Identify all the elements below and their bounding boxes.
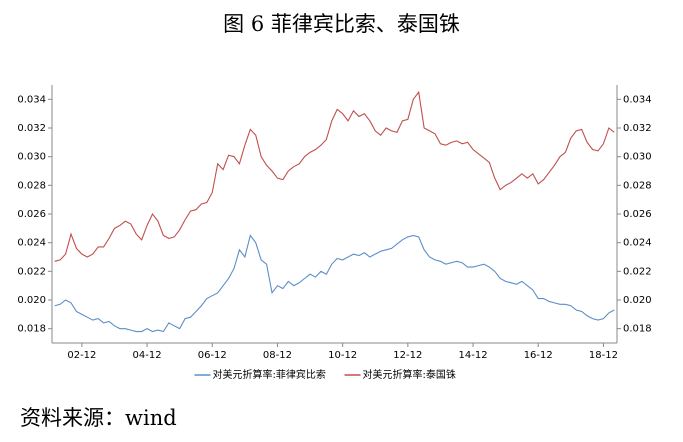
y2-tick-label: 0.022: [623, 266, 652, 277]
x-tick-label: 12-12: [393, 350, 422, 361]
y2-tick-label: 0.024: [623, 238, 652, 249]
x-tick-label: 10-12: [328, 350, 357, 361]
y2-tick-label: 0.028: [623, 180, 652, 191]
x-tick-label: 04-12: [133, 350, 162, 361]
y-tick-label: 0.020: [17, 295, 46, 306]
y-tick-label: 0.018: [17, 324, 46, 335]
legend-label: 对美元折算率:菲律宾比索: [213, 368, 326, 381]
y2-tick-label: 0.034: [623, 94, 652, 105]
x-tick-label: 02-12: [67, 350, 96, 361]
y2-tick-label: 0.026: [623, 209, 652, 220]
x-tick-label: 06-12: [198, 350, 227, 361]
y2-tick-label: 0.032: [623, 123, 652, 134]
source-note: 资料来源：wind: [20, 406, 177, 430]
x-tick-label: 08-12: [263, 350, 292, 361]
y-tick-label: 0.030: [17, 152, 46, 163]
x-tick-label: 16-12: [524, 350, 553, 361]
chart: 0.018 0.020 0.022 0.024 0.026 0.028 0.030 0.032…: [17, 85, 652, 381]
series-line: [54, 234, 615, 333]
y-tick-label: 0.034: [17, 94, 46, 105]
series-line: [54, 90, 615, 262]
y2-tick-label: 0.020: [623, 295, 652, 306]
y-tick-label: 0.026: [17, 209, 46, 220]
figure-title: 图 6 菲律宾比索、泰国铢: [223, 12, 460, 36]
y-tick-label: 0.022: [17, 266, 46, 277]
y-tick-label: 0.032: [17, 123, 46, 134]
x-tick-label: 18-12: [589, 350, 618, 361]
y2-tick-label: 0.030: [623, 152, 652, 163]
x-tick-label: 14-12: [459, 350, 488, 361]
y-tick-label: 0.024: [17, 238, 46, 249]
y2-tick-label: 0.018: [623, 324, 652, 335]
legend-label: 对美元折算率:泰国铢: [363, 368, 456, 381]
y-tick-label: 0.028: [17, 180, 46, 191]
